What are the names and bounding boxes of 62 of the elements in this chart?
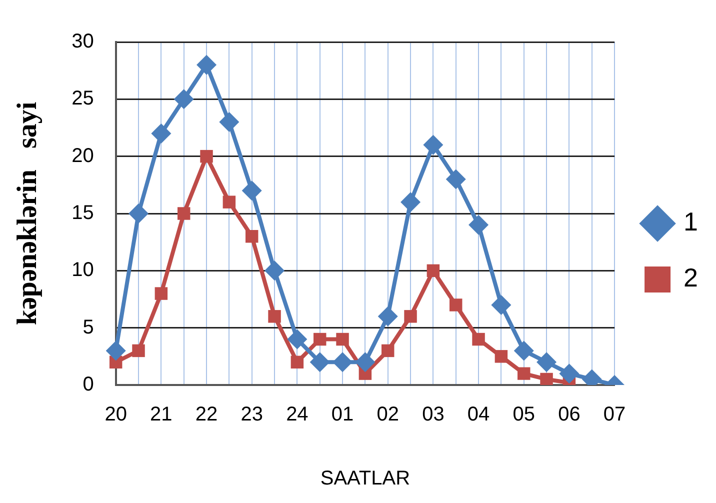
point: [268, 310, 281, 323]
legend-label: 2: [684, 262, 698, 293]
y-axis-title: kəpənəklərin sayi: [12, 102, 44, 326]
point: [332, 352, 353, 372]
point: [290, 356, 304, 368]
point: [196, 54, 217, 75]
point: [404, 310, 417, 323]
point: [381, 344, 394, 358]
x-tick-label: 21: [150, 404, 172, 426]
point: [128, 204, 149, 224]
x-tick-label: 02: [376, 404, 399, 426]
x-tick-label: 24: [286, 404, 308, 426]
point: [242, 180, 262, 201]
point: [536, 352, 557, 372]
x-tick-label: 20: [104, 404, 127, 426]
point: [264, 260, 285, 281]
y-tick-label: 10: [72, 259, 94, 282]
point: [151, 123, 172, 144]
x-tick-label: 03: [422, 404, 444, 426]
point: [426, 264, 440, 278]
point: [310, 352, 330, 372]
y-tick-label: 25: [72, 88, 94, 110]
x-tick-label: 06: [558, 404, 580, 426]
point: [154, 287, 168, 300]
point: [287, 329, 308, 350]
x-axis-title: SAATLAR: [320, 468, 410, 490]
point: [132, 344, 145, 358]
point: [355, 352, 376, 372]
y-tick-label: 0: [82, 374, 94, 396]
x-tick-label: 23: [240, 404, 263, 426]
point: [106, 340, 126, 361]
point: [450, 298, 462, 312]
point: [245, 230, 258, 243]
point: [219, 112, 240, 132]
x-tick-label: 07: [603, 404, 626, 426]
point: [336, 332, 349, 346]
legend-label: 1: [684, 206, 698, 237]
point: [559, 364, 580, 384]
point: [540, 372, 553, 385]
point: [468, 214, 489, 235]
point: [313, 332, 326, 346]
x-tick-label: 05: [512, 404, 535, 426]
y-tick-label: 20: [72, 144, 94, 167]
y-tick-label: 5: [82, 316, 94, 338]
point: [472, 332, 485, 346]
point: [378, 306, 398, 326]
point: [177, 207, 190, 220]
point: [400, 192, 421, 212]
x-tick-label: 22: [195, 404, 218, 426]
point: [174, 89, 194, 110]
point: [446, 169, 466, 190]
x-tick-label: 01: [331, 404, 354, 426]
x-tick-label: 04: [467, 404, 490, 426]
point: [491, 294, 512, 315]
point: [494, 350, 508, 363]
point: [518, 367, 530, 380]
y-tick-label: 15: [72, 202, 94, 224]
point: [200, 150, 213, 163]
point: [222, 196, 236, 208]
point: [423, 134, 444, 155]
point: [514, 340, 534, 361]
y-tick-label: 30: [72, 30, 94, 53]
